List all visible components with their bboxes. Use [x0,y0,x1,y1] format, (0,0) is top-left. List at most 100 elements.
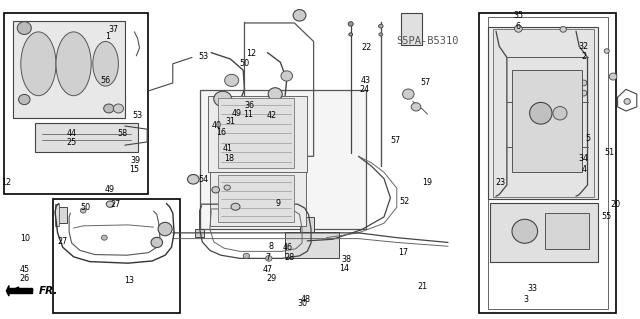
Text: 45: 45 [19,265,29,274]
Bar [200,90,366,229]
Ellipse shape [624,99,630,104]
Text: 57: 57 [420,78,431,87]
Ellipse shape [104,104,114,113]
Text: 9: 9 [276,199,281,208]
Ellipse shape [580,80,587,86]
Text: 41: 41 [222,144,232,153]
Ellipse shape [515,25,522,32]
Ellipse shape [224,185,230,190]
Text: 54: 54 [198,175,209,184]
Ellipse shape [403,89,414,99]
Text: 43: 43 [361,76,371,85]
Bar [208,96,307,172]
Bar [56,207,67,223]
Ellipse shape [19,94,30,105]
Ellipse shape [93,41,118,86]
Text: 22: 22 [361,43,371,52]
Text: 12: 12 [1,178,12,187]
Ellipse shape [151,237,163,248]
Text: 53: 53 [198,52,209,61]
Text: 55: 55 [602,212,612,221]
Text: 34: 34 [579,154,589,163]
Text: 25: 25 [67,138,77,147]
Text: 27: 27 [110,200,120,209]
Ellipse shape [560,26,566,32]
Ellipse shape [604,49,609,53]
Text: 50: 50 [239,59,250,68]
Text: 13: 13 [124,276,134,285]
Text: 31: 31 [225,117,236,126]
Bar [512,70,582,172]
Text: 4: 4 [581,165,586,174]
Ellipse shape [225,74,239,86]
Text: 21: 21 [417,282,428,291]
Text: 17: 17 [398,248,408,256]
Ellipse shape [113,104,124,113]
Text: 6: 6 [516,22,521,31]
Text: 35: 35 [513,11,524,20]
Bar [195,229,204,237]
Text: 20: 20 [611,200,621,209]
Text: 57: 57 [390,137,401,145]
Ellipse shape [512,219,538,243]
Text: 58: 58 [118,129,128,138]
Ellipse shape [529,102,552,124]
Text: 10: 10 [20,234,31,243]
Ellipse shape [348,22,353,26]
Text: 26: 26 [19,274,29,283]
Text: 19: 19 [422,178,433,187]
Bar [493,29,594,197]
Polygon shape [9,288,32,293]
Ellipse shape [106,201,114,207]
Ellipse shape [102,235,108,240]
Text: 39: 39 [131,156,141,165]
Text: 33: 33 [527,284,538,293]
Text: 42: 42 [267,111,277,120]
Bar [35,123,138,152]
Text: 15: 15 [129,165,140,174]
Text: 23: 23 [495,178,506,187]
Ellipse shape [580,90,587,96]
Text: 48: 48 [301,295,311,304]
Text: 2: 2 [581,52,586,61]
Ellipse shape [609,73,617,80]
Text: 46: 46 [283,243,293,252]
Ellipse shape [293,10,306,21]
Text: 8: 8 [269,242,274,251]
Ellipse shape [81,208,86,213]
Ellipse shape [20,32,56,96]
Ellipse shape [349,33,353,36]
Text: 12: 12 [246,49,256,58]
Text: S5PA-B5310: S5PA-B5310 [396,36,459,46]
Bar [13,21,125,118]
Ellipse shape [268,88,282,100]
Ellipse shape [56,32,92,96]
Text: 18: 18 [224,154,234,163]
Ellipse shape [266,256,272,261]
Text: 56: 56 [100,76,111,85]
Bar [490,203,598,262]
Ellipse shape [158,222,172,236]
Ellipse shape [379,33,383,36]
Bar [285,232,339,258]
Text: 53: 53 [132,111,143,120]
Text: 50: 50 [80,203,90,212]
Text: 29: 29 [266,274,276,283]
Ellipse shape [243,253,250,258]
Text: 37: 37 [109,25,119,34]
Ellipse shape [231,203,240,210]
Bar [218,98,294,168]
Text: 32: 32 [579,42,589,51]
Text: 16: 16 [216,128,226,137]
Text: 49: 49 [105,185,115,194]
Bar [488,17,608,309]
Bar [488,27,598,199]
Bar [55,204,59,226]
Ellipse shape [17,22,31,34]
Text: 24: 24 [360,85,370,94]
Bar [479,13,616,313]
Text: 44: 44 [67,130,77,138]
Text: 47: 47 [262,265,273,274]
Text: 51: 51 [604,148,614,157]
Text: FR.: FR. [38,286,58,296]
